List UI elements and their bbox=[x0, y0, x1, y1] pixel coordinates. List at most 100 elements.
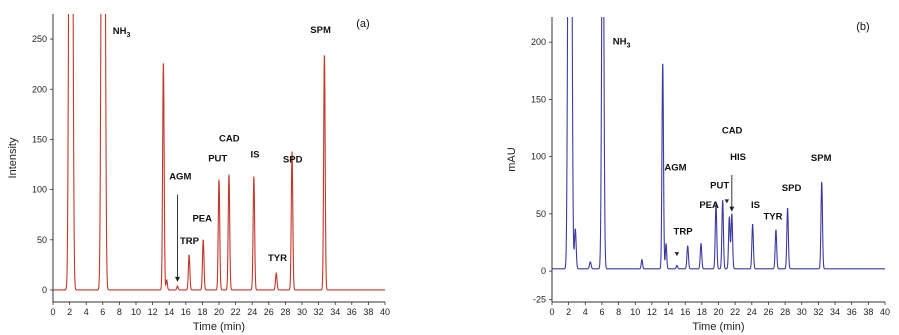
x-tick-label: 4 bbox=[84, 307, 89, 317]
peak-label-text: TRP bbox=[674, 226, 694, 237]
x-tick-label: 26 bbox=[264, 307, 274, 317]
y-axis-title: Intensity bbox=[7, 137, 19, 178]
peak-label-text: SPM bbox=[811, 153, 832, 164]
peak-apex bbox=[752, 224, 753, 225]
peak-label-text: SPM bbox=[310, 25, 331, 36]
x-tick-label: 34 bbox=[330, 307, 340, 317]
peak-label-text: IS bbox=[751, 200, 760, 211]
peak-apex bbox=[787, 208, 788, 209]
x-tick-label: 12 bbox=[647, 307, 657, 317]
peak-marker bbox=[674, 252, 680, 257]
peak-label-text: PUT bbox=[710, 181, 729, 192]
x-tick-label: 38 bbox=[863, 307, 873, 317]
x-tick-label: 34 bbox=[830, 307, 840, 317]
y-tick-label: 50 bbox=[536, 209, 546, 219]
peak-apex bbox=[189, 254, 190, 255]
peak-label-text: SPD bbox=[283, 155, 303, 166]
y-tick-label: 150 bbox=[531, 94, 546, 104]
x-tick-label: 12 bbox=[148, 307, 158, 317]
peak-label-text: PUT bbox=[208, 154, 227, 165]
peak-label-text: IS bbox=[251, 149, 260, 160]
peak-label: CAD bbox=[219, 133, 240, 144]
x-tick-label: 28 bbox=[780, 307, 790, 317]
peak-label: NH3 bbox=[613, 36, 631, 49]
peak-label-text: SPD bbox=[782, 183, 802, 194]
peak-label: IS bbox=[251, 149, 260, 160]
arrow-head bbox=[729, 206, 735, 212]
x-tick-label: 10 bbox=[630, 307, 640, 317]
peak-apex bbox=[163, 62, 164, 63]
x-tick-label: 6 bbox=[100, 307, 105, 317]
peak-apex bbox=[722, 200, 723, 201]
peak-apex bbox=[203, 239, 204, 240]
x-axis-title: Time (min) bbox=[692, 321, 744, 333]
x-tick-label: 16 bbox=[181, 307, 191, 317]
peak-apex bbox=[101, 13, 102, 14]
x-tick-label: 6 bbox=[599, 307, 604, 317]
peak-label: PUT bbox=[208, 154, 227, 165]
peak-label: TYR bbox=[268, 253, 287, 264]
peak-label-text: HIS bbox=[730, 152, 746, 163]
peak-apex bbox=[71, 13, 72, 14]
peak-label-text: CAD bbox=[219, 133, 240, 144]
peak-label: NH3 bbox=[113, 26, 131, 39]
x-tick-label: 20 bbox=[713, 307, 723, 317]
peak-label: PEA bbox=[192, 214, 212, 225]
peak-apex bbox=[575, 228, 576, 229]
peak-label-subscript: 3 bbox=[627, 42, 631, 49]
x-tick-label: 0 bbox=[50, 307, 55, 317]
peak-apex bbox=[571, 16, 572, 17]
peak-apex bbox=[590, 261, 591, 262]
peak-apex bbox=[291, 151, 292, 152]
peak-label: HIS bbox=[730, 152, 746, 163]
peak-label: TRP bbox=[674, 226, 694, 237]
x-tick-label: 0 bbox=[549, 307, 554, 317]
peak-apex bbox=[665, 243, 666, 244]
peak-label: SPM bbox=[310, 25, 331, 36]
x-tick-label: 24 bbox=[747, 307, 757, 317]
peak-label-text: NH bbox=[113, 26, 127, 37]
peak-apex bbox=[324, 54, 325, 55]
chromatogram-trace bbox=[552, 17, 885, 270]
arrow-head bbox=[175, 276, 180, 282]
x-tick-label: 32 bbox=[314, 307, 324, 317]
y-tick-label: 100 bbox=[32, 185, 47, 195]
y-tick-label: -25 bbox=[533, 295, 546, 305]
y-tick-label: 250 bbox=[32, 34, 47, 44]
peak-apex bbox=[177, 285, 178, 286]
x-tick-label: 18 bbox=[697, 307, 707, 317]
peak-label-text: PEA bbox=[699, 200, 719, 211]
peak-apex bbox=[662, 62, 663, 63]
peak-label: SPD bbox=[283, 155, 303, 166]
x-tick-label: 14 bbox=[164, 307, 174, 317]
peak-label-text: CAD bbox=[722, 126, 743, 137]
x-tick-label: 30 bbox=[797, 307, 807, 317]
peak-apex bbox=[104, 13, 105, 14]
peak-apex bbox=[218, 179, 219, 180]
x-tick-label: 30 bbox=[297, 307, 307, 317]
peak-label-text: NH bbox=[613, 36, 627, 47]
peak-apex bbox=[276, 272, 277, 273]
x-tick-label: 14 bbox=[664, 307, 674, 317]
x-tick-label: 18 bbox=[197, 307, 207, 317]
peak-apex bbox=[228, 174, 229, 175]
peak-apex bbox=[568, 16, 569, 17]
peak-apex bbox=[731, 213, 732, 214]
x-tick-label: 2 bbox=[566, 307, 571, 317]
peak-apex bbox=[700, 243, 701, 244]
peak-apex bbox=[166, 279, 167, 280]
peak-label: IS bbox=[751, 200, 760, 211]
peak-apex bbox=[821, 181, 822, 182]
peak-label: SPM bbox=[811, 153, 832, 164]
y-axis-title: mAU bbox=[506, 147, 518, 172]
peak-apex bbox=[69, 13, 70, 14]
peak-label-text: AGM bbox=[169, 172, 191, 183]
x-tick-label: 36 bbox=[347, 307, 357, 317]
x-tick-label: 26 bbox=[763, 307, 773, 317]
peak-label: AGM bbox=[169, 172, 191, 183]
peak-label-text: PEA bbox=[192, 214, 212, 225]
peak-label: SPD bbox=[782, 183, 802, 194]
peak-label-subscript: 3 bbox=[126, 32, 130, 39]
x-axis-title: Time (min) bbox=[193, 321, 245, 333]
